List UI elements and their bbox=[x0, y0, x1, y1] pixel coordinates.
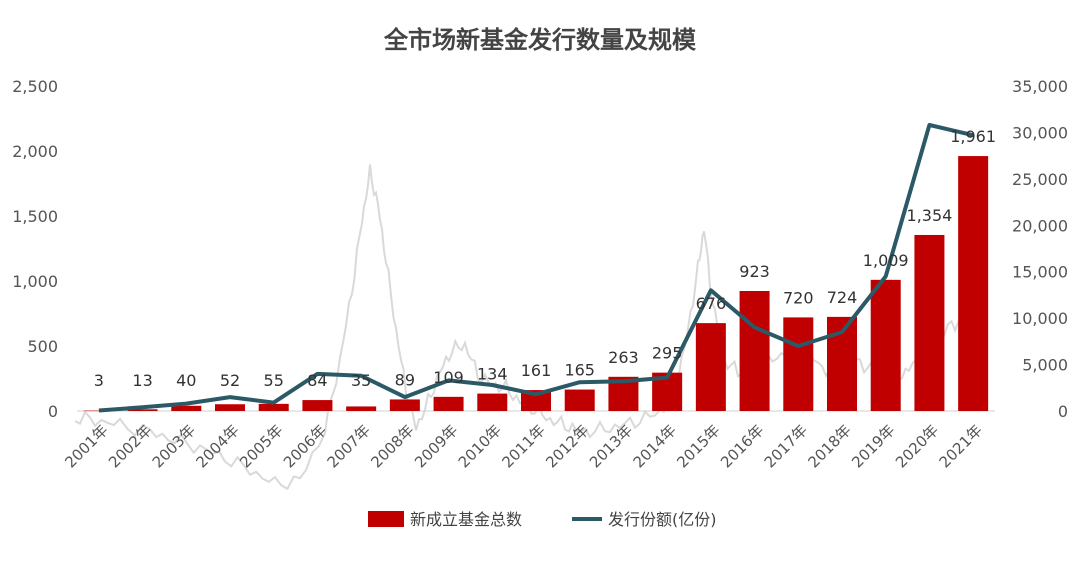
x-axis-tick-label: 2005年 bbox=[236, 421, 286, 471]
bar-value-label: 724 bbox=[827, 288, 858, 307]
line-series bbox=[98, 123, 974, 413]
data-labels: 3 13 40 52 55 84 35 89 109 134 161 165 263 295 676 923 7… bbox=[94, 127, 996, 390]
legend-bar-swatch bbox=[368, 511, 404, 527]
bar-value-label: 1,961 bbox=[950, 127, 996, 146]
legend-bar-label: 新成立基金总数 bbox=[410, 510, 522, 529]
right-axis-tick-label: 30,000 bbox=[1012, 123, 1068, 142]
x-axis-tick-label: 2014年 bbox=[630, 421, 680, 471]
bar bbox=[477, 393, 508, 411]
bar-value-label: 134 bbox=[477, 365, 508, 384]
bar bbox=[521, 390, 551, 411]
bar bbox=[389, 399, 420, 411]
bar-value-label: 720 bbox=[783, 288, 814, 307]
x-axis-tick-label: 2011年 bbox=[498, 421, 548, 471]
x-axis-tick-label: 2015年 bbox=[673, 421, 723, 471]
x-axis-tick-label: 2017年 bbox=[761, 421, 811, 471]
right-axis-tick-label: 25,000 bbox=[1012, 170, 1068, 189]
bar-value-label: 55 bbox=[264, 371, 284, 390]
bar bbox=[171, 405, 202, 411]
bar-value-label: 13 bbox=[132, 371, 152, 390]
x-axis-tick-label: 2010年 bbox=[455, 421, 505, 471]
x-axis-tick-label: 2008年 bbox=[367, 421, 417, 471]
bar-value-label: 52 bbox=[220, 371, 240, 390]
left-axis-tick-label: 2,500 bbox=[12, 77, 58, 96]
left-axis-tick-label: 1,000 bbox=[12, 272, 58, 291]
bar bbox=[215, 404, 245, 411]
bar bbox=[695, 323, 726, 411]
bar-value-label: 263 bbox=[608, 348, 639, 367]
bar bbox=[739, 291, 770, 411]
x-axis-tick-label: 2006年 bbox=[280, 421, 330, 471]
legend-line-label: 发行份额(亿份) bbox=[608, 510, 717, 529]
right-axis-tick-label: 15,000 bbox=[1012, 263, 1068, 282]
bar-value-label: 89 bbox=[395, 370, 415, 389]
bar bbox=[914, 234, 945, 411]
x-axis-tick-label: 2016年 bbox=[717, 421, 767, 471]
x-axis-tick-label: 2001年 bbox=[61, 421, 111, 471]
x-axis-tick-label: 2012年 bbox=[542, 421, 592, 471]
bar-value-label: 3 bbox=[94, 371, 104, 390]
bar-value-label: 35 bbox=[351, 371, 371, 390]
bar bbox=[564, 389, 595, 411]
right-axis-tick-label: 35,000 bbox=[1012, 77, 1068, 96]
legend: 新成立基金总数 发行份额(亿份) bbox=[368, 510, 717, 529]
x-axis-tick-label: 2009年 bbox=[411, 421, 461, 471]
left-axis-tick-label: 0 bbox=[48, 402, 58, 421]
bar bbox=[346, 406, 377, 411]
bar-series bbox=[83, 156, 989, 412]
x-axis-tick-label: 2003年 bbox=[149, 421, 199, 471]
left-axis-tick-label: 2,000 bbox=[12, 142, 58, 161]
bar bbox=[258, 403, 289, 411]
bar-value-label: 40 bbox=[176, 371, 196, 390]
left-axis-tick-label: 1,500 bbox=[12, 207, 58, 226]
bar-value-label: 109 bbox=[433, 368, 464, 387]
bar bbox=[783, 317, 814, 411]
x-axis-tick-label: 2019年 bbox=[848, 421, 898, 471]
left-axis-tick-label: 500 bbox=[27, 337, 58, 356]
bar-value-label: 676 bbox=[696, 294, 727, 313]
x-axis-tick-label: 2021年 bbox=[936, 421, 986, 471]
chart-title: 全市场新基金发行数量及规模 bbox=[383, 26, 697, 54]
right-axis-tick-label: 0 bbox=[1058, 402, 1068, 421]
bar-value-label: 161 bbox=[521, 361, 552, 380]
bar bbox=[302, 400, 333, 411]
bar-value-label: 1,009 bbox=[863, 251, 909, 270]
bar-value-label: 923 bbox=[739, 262, 770, 281]
bar bbox=[127, 409, 158, 411]
axes: 0 500 1,000 1,500 2,000 2,500 0 5,000 10,000 15,0… bbox=[12, 77, 1068, 471]
x-axis-tick-label: 2007年 bbox=[324, 421, 374, 471]
bar bbox=[433, 396, 464, 411]
right-axis-tick-label: 5,000 bbox=[1022, 356, 1068, 375]
x-axis-tick-label: 2002年 bbox=[105, 421, 155, 471]
line-series-path bbox=[98, 123, 974, 413]
bar-value-label: 1,354 bbox=[907, 206, 953, 225]
right-axis-tick-label: 20,000 bbox=[1012, 216, 1068, 235]
right-axis-tick-label: 10,000 bbox=[1012, 309, 1068, 328]
x-axis-tick-label: 2020年 bbox=[892, 421, 942, 471]
bar-value-label: 84 bbox=[307, 371, 327, 390]
bar bbox=[870, 279, 901, 411]
bar bbox=[83, 410, 114, 412]
bar-value-label: 295 bbox=[652, 344, 683, 363]
bar bbox=[958, 156, 989, 411]
bar-value-label: 165 bbox=[564, 361, 595, 380]
x-axis-tick-label: 2018年 bbox=[804, 421, 854, 471]
